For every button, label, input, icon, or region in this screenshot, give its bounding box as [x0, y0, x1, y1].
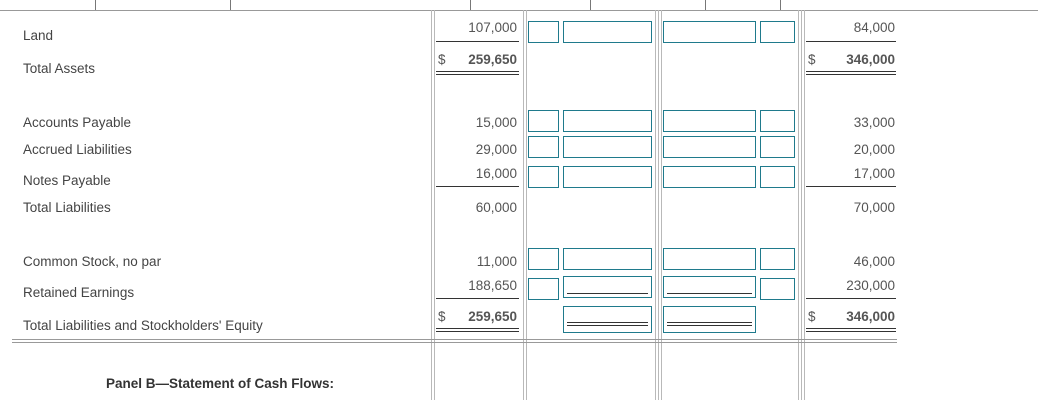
- header-tick: [705, 0, 706, 10]
- header-tick: [95, 0, 96, 10]
- retained-earnings-credit-input-1[interactable]: [663, 276, 756, 298]
- row-label-accrued-liabilities: Accrued Liabilities: [23, 142, 132, 157]
- accounts-payable-year2-value: 33,000: [853, 115, 895, 130]
- land-year2-value: 84,000: [853, 20, 895, 35]
- retained-earnings-year1-underline: [436, 298, 519, 299]
- total-le-credit-total-input[interactable]: [663, 306, 756, 333]
- common-stock-year2-value: 46,000: [853, 254, 895, 269]
- row-label-retained-earnings: Retained Earnings: [23, 285, 135, 300]
- retained-earnings-debit-input-1[interactable]: [528, 278, 559, 300]
- total-le-year1-value: 259,650: [468, 309, 517, 324]
- accrued-liabilities-year2-value: 20,000: [853, 142, 895, 157]
- column-divider: [804, 10, 805, 400]
- total-assets-year2-value: 346,000: [846, 52, 895, 67]
- total-assets-year1-double-rule: [436, 71, 519, 75]
- retained-earnings-credit-subtotal-rule: [667, 293, 752, 294]
- land-year1-value: 107,000: [468, 20, 517, 35]
- row-label-common-stock: Common Stock, no par: [23, 254, 162, 269]
- column-divider: [431, 10, 432, 400]
- total-assets-year1-value: 259,650: [468, 52, 517, 67]
- notes-payable-year1-underline: [436, 186, 519, 187]
- column-divider: [801, 10, 802, 400]
- top-rule: [0, 10, 1038, 11]
- common-stock-debit-input-1[interactable]: [528, 248, 559, 270]
- accounts-payable-credit-input-1[interactable]: [663, 110, 756, 132]
- notes-payable-credit-input-1[interactable]: [663, 166, 756, 188]
- accrued-liabilities-year1-value: 29,000: [475, 142, 517, 157]
- total-le-year2-dollar: $: [808, 309, 816, 324]
- accrued-liabilities-credit-input-1[interactable]: [663, 136, 756, 158]
- total-le-debit-double-rule: [567, 322, 648, 326]
- row-label-total-liabilities-and-equity: Total Liabilities and Stockholders' Equi…: [23, 318, 263, 333]
- accrued-liabilities-credit-input-2[interactable]: [760, 136, 795, 158]
- total-le-year1-double-rule: [436, 328, 519, 332]
- retained-earnings-year2-value: 230,000: [846, 278, 895, 293]
- accounts-payable-credit-input-2[interactable]: [760, 110, 795, 132]
- retained-earnings-debit-input-2[interactable]: [563, 276, 652, 298]
- row-label-total-liabilities: Total Liabilities: [23, 200, 111, 215]
- row-label-land: Land: [23, 28, 54, 43]
- total-assets-year2-double-rule: [806, 71, 896, 75]
- total-le-year2-value: 346,000: [846, 309, 895, 324]
- total-le-year1-dollar: $: [438, 309, 446, 324]
- accrued-liabilities-debit-input-1[interactable]: [528, 136, 559, 158]
- panel-separator: [12, 342, 897, 343]
- common-stock-credit-input-1[interactable]: [663, 248, 756, 270]
- common-stock-year1-value: 11,000: [476, 254, 517, 269]
- header-tick: [230, 0, 231, 10]
- notes-payable-year2-underline: [806, 186, 896, 187]
- accounts-payable-debit-input-1[interactable]: [528, 110, 559, 132]
- land-year1-underline: [436, 41, 519, 42]
- notes-payable-debit-input-2[interactable]: [563, 166, 652, 188]
- header-tick: [590, 0, 591, 10]
- column-divider: [661, 10, 662, 400]
- land-credit-input-1[interactable]: [663, 21, 756, 43]
- total-assets-year1-dollar: $: [438, 52, 446, 67]
- accounts-payable-debit-input-2[interactable]: [563, 110, 652, 132]
- retained-earnings-credit-input-2[interactable]: [760, 278, 795, 300]
- column-divider: [434, 10, 435, 400]
- total-liabilities-year2-value: 70,000: [853, 200, 895, 215]
- retained-earnings-year1-value: 188,650: [468, 278, 517, 293]
- row-label-accounts-payable: Accounts Payable: [23, 115, 132, 130]
- panel-separator: [12, 339, 897, 340]
- column-divider: [655, 10, 656, 400]
- row-label-total-assets: Total Assets: [23, 61, 96, 76]
- common-stock-credit-input-2[interactable]: [760, 248, 795, 270]
- total-le-year2-double-rule: [806, 328, 896, 332]
- header-tick: [780, 0, 781, 10]
- column-divider: [658, 10, 659, 400]
- notes-payable-year1-value: 16,000: [475, 166, 517, 181]
- column-divider: [526, 10, 527, 400]
- retained-earnings-year2-underline: [806, 298, 896, 299]
- total-assets-year2-dollar: $: [808, 52, 816, 67]
- land-credit-input-2[interactable]: [760, 21, 795, 43]
- retained-earnings-debit-subtotal-rule: [567, 293, 648, 294]
- notes-payable-year2-value: 17,000: [853, 166, 895, 181]
- column-divider: [798, 10, 799, 400]
- accrued-liabilities-debit-input-2[interactable]: [563, 136, 652, 158]
- land-debit-input-1[interactable]: [528, 21, 559, 43]
- total-liabilities-year1-value: 60,000: [475, 200, 517, 215]
- total-le-credit-double-rule: [667, 322, 752, 326]
- panel-b-title: Panel B—Statement of Cash Flows:: [106, 376, 335, 391]
- total-le-debit-total-input[interactable]: [563, 306, 652, 333]
- land-year2-underline: [806, 41, 896, 42]
- land-debit-input-2[interactable]: [563, 21, 652, 43]
- notes-payable-debit-input-1[interactable]: [528, 166, 559, 188]
- header-tick: [470, 0, 471, 10]
- accounts-payable-year1-value: 15,000: [475, 115, 517, 130]
- row-label-notes-payable: Notes Payable: [23, 173, 111, 188]
- notes-payable-credit-input-2[interactable]: [760, 166, 795, 188]
- common-stock-debit-input-2[interactable]: [563, 248, 652, 270]
- column-divider: [523, 10, 524, 400]
